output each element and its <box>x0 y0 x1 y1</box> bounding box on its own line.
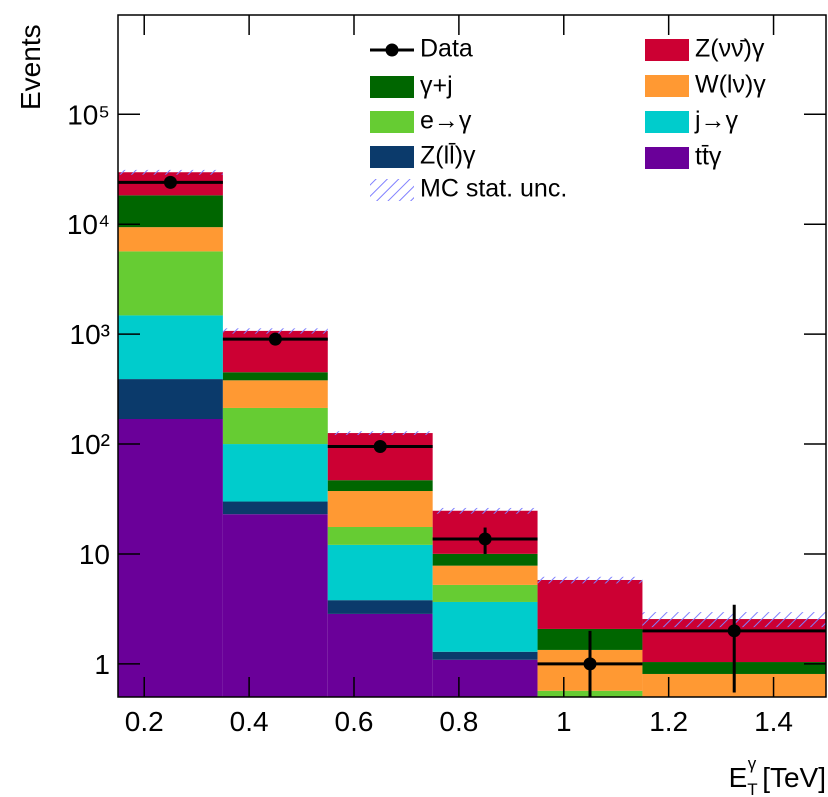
legend-swatch <box>645 75 689 97</box>
bar-segment <box>118 419 223 697</box>
x-tick-label: 0.2 <box>125 706 164 737</box>
bar-segment <box>118 251 223 316</box>
plot-area <box>118 169 826 697</box>
x-axis-label: ETγ [TeV] <box>729 754 826 797</box>
bar-segment <box>327 491 433 527</box>
mc-unc-band <box>537 576 643 584</box>
bar-segment <box>118 315 223 380</box>
legend-label: e→γ <box>420 107 472 135</box>
legend-swatch <box>370 111 414 133</box>
x-tick-label: 1.4 <box>754 706 793 737</box>
bar-segment <box>537 690 643 697</box>
bar-segment <box>222 407 328 445</box>
legend-swatch <box>645 147 689 169</box>
x-tick-label: 0.8 <box>439 706 478 737</box>
data-point <box>373 440 387 454</box>
mc-unc-band <box>432 507 538 514</box>
legend-label: W(lν)γ <box>695 71 766 99</box>
y-tick-label: 10 <box>79 539 110 570</box>
bar-segment <box>432 659 538 697</box>
bar-segment <box>327 544 433 601</box>
mc-unc-band <box>222 328 328 334</box>
legend-swatch <box>370 179 414 201</box>
data-point <box>163 175 177 189</box>
bar-segment <box>327 480 433 492</box>
bar-segment <box>222 501 328 515</box>
legend: Data γ+j e→γ Z(ll̄)γ MC stat. unc. Z(νν̄)γ W(l… <box>370 35 766 203</box>
legend-label: Data <box>420 35 473 63</box>
x-label-sub: T <box>747 780 757 797</box>
bar-segment <box>432 565 538 585</box>
data-point <box>478 532 492 546</box>
bar-segment <box>118 227 223 252</box>
x-label-sup: γ <box>748 754 757 773</box>
legend-marker <box>385 43 399 57</box>
legend-label: j→γ <box>694 107 739 135</box>
y-tick-label: 10² <box>70 429 110 460</box>
y-axis-label: Events <box>15 24 46 110</box>
legend-swatch <box>645 39 689 61</box>
legend-label: Z(ll̄)γ <box>420 141 476 169</box>
y-tick-label: 10⁴ <box>67 209 110 240</box>
legend-label: MC stat. unc. <box>420 175 567 203</box>
x-tick-label: 1 <box>556 706 572 737</box>
bar-segment <box>222 514 328 697</box>
bar-segment <box>327 526 433 545</box>
legend-swatch <box>645 111 689 133</box>
y-tick-label: 10⁵ <box>67 99 110 130</box>
mc-unc-band <box>118 169 223 175</box>
bar-segment <box>432 651 538 660</box>
data-point <box>727 624 741 638</box>
bar-segment <box>327 613 433 697</box>
data-point <box>583 657 597 671</box>
bar-segment <box>222 372 328 381</box>
legend-label: γ+j <box>420 72 453 100</box>
plot-frame <box>117 14 827 698</box>
legend-swatch <box>370 76 414 98</box>
x-tick-label: 1.2 <box>649 706 688 737</box>
legend-label: Z(νν̄)γ <box>695 35 765 63</box>
x-label-unit: [TeV] <box>762 762 826 793</box>
bar-segment <box>222 380 328 408</box>
bar-segment <box>537 579 643 629</box>
bar-segment <box>118 379 223 420</box>
y-tick-label: 1 <box>94 649 110 680</box>
x-tick-label: 0.6 <box>335 706 374 737</box>
bar-segment <box>432 584 538 602</box>
legend-label: tt̄γ <box>695 143 722 171</box>
bar-segment <box>327 600 433 614</box>
x-tick-label: 0.4 <box>230 706 269 737</box>
data-point <box>268 332 282 346</box>
x-label-main: E <box>729 762 748 793</box>
bar-segment <box>222 444 328 502</box>
legend-swatch <box>370 146 414 168</box>
y-tick-label: 10³ <box>70 319 110 350</box>
bar-segment <box>432 553 538 566</box>
mc-unc-band <box>327 431 433 435</box>
axes: 0.2 0.4 0.6 0.8 1 1.2 1.4 1 10 10² 10³ 10⁴ 10⁵ <box>67 14 827 737</box>
bar-segment <box>432 601 538 652</box>
bar-segment <box>118 195 223 228</box>
